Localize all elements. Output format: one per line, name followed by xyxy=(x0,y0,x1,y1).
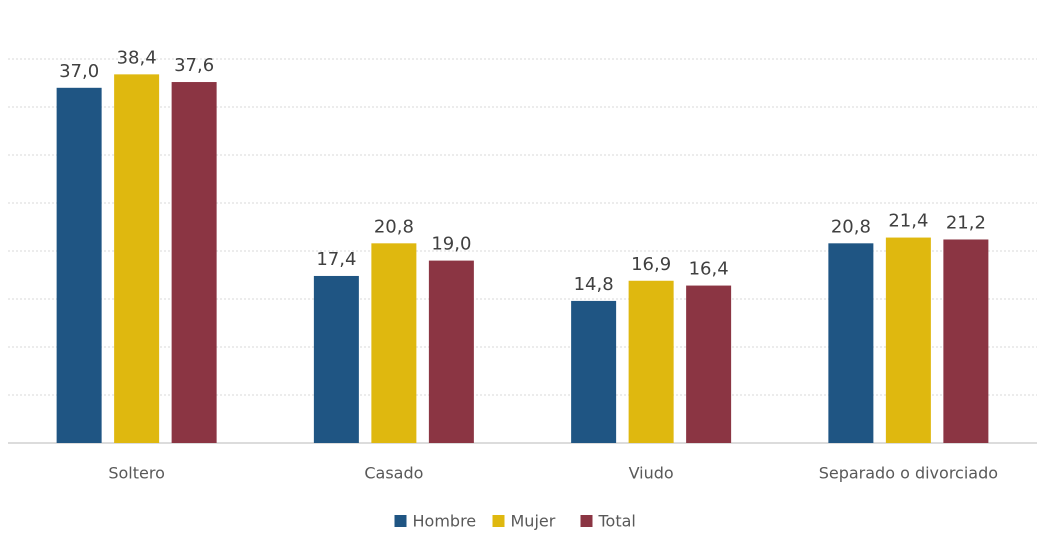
value-label: 14,8 xyxy=(574,274,614,295)
value-label: 21,2 xyxy=(946,212,986,233)
bar xyxy=(313,275,359,443)
legend-label: Hombre xyxy=(413,512,477,531)
value-label: 20,8 xyxy=(374,216,414,237)
value-label: 38,4 xyxy=(117,47,157,68)
bar xyxy=(114,74,160,444)
bar xyxy=(56,87,102,444)
legend-label: Mujer xyxy=(511,512,556,531)
legend-swatch xyxy=(580,515,593,527)
bar xyxy=(943,239,989,443)
legend-label: Total xyxy=(598,512,636,531)
value-label: 17,4 xyxy=(316,249,356,270)
bar xyxy=(371,243,417,443)
value-label: 16,4 xyxy=(689,259,729,280)
value-label: 37,6 xyxy=(174,55,214,76)
bar xyxy=(885,237,931,443)
legend-swatch xyxy=(492,515,505,527)
bar xyxy=(828,243,874,443)
legend-swatch xyxy=(394,515,407,527)
bar xyxy=(628,280,674,443)
value-label: 20,8 xyxy=(831,216,871,237)
x-tick-label: Viudo xyxy=(629,464,674,483)
bar xyxy=(428,260,474,443)
x-tick-label: Separado o divorciado xyxy=(819,464,998,483)
value-label: 21,4 xyxy=(888,211,928,232)
bar xyxy=(686,285,732,443)
value-label: 16,9 xyxy=(631,254,671,275)
x-tick-label: Soltero xyxy=(108,464,165,483)
value-label: 37,0 xyxy=(59,61,99,82)
bar xyxy=(571,300,617,443)
value-label: 19,0 xyxy=(431,234,471,255)
bar xyxy=(171,82,217,443)
x-tick-label: Casado xyxy=(364,464,423,483)
